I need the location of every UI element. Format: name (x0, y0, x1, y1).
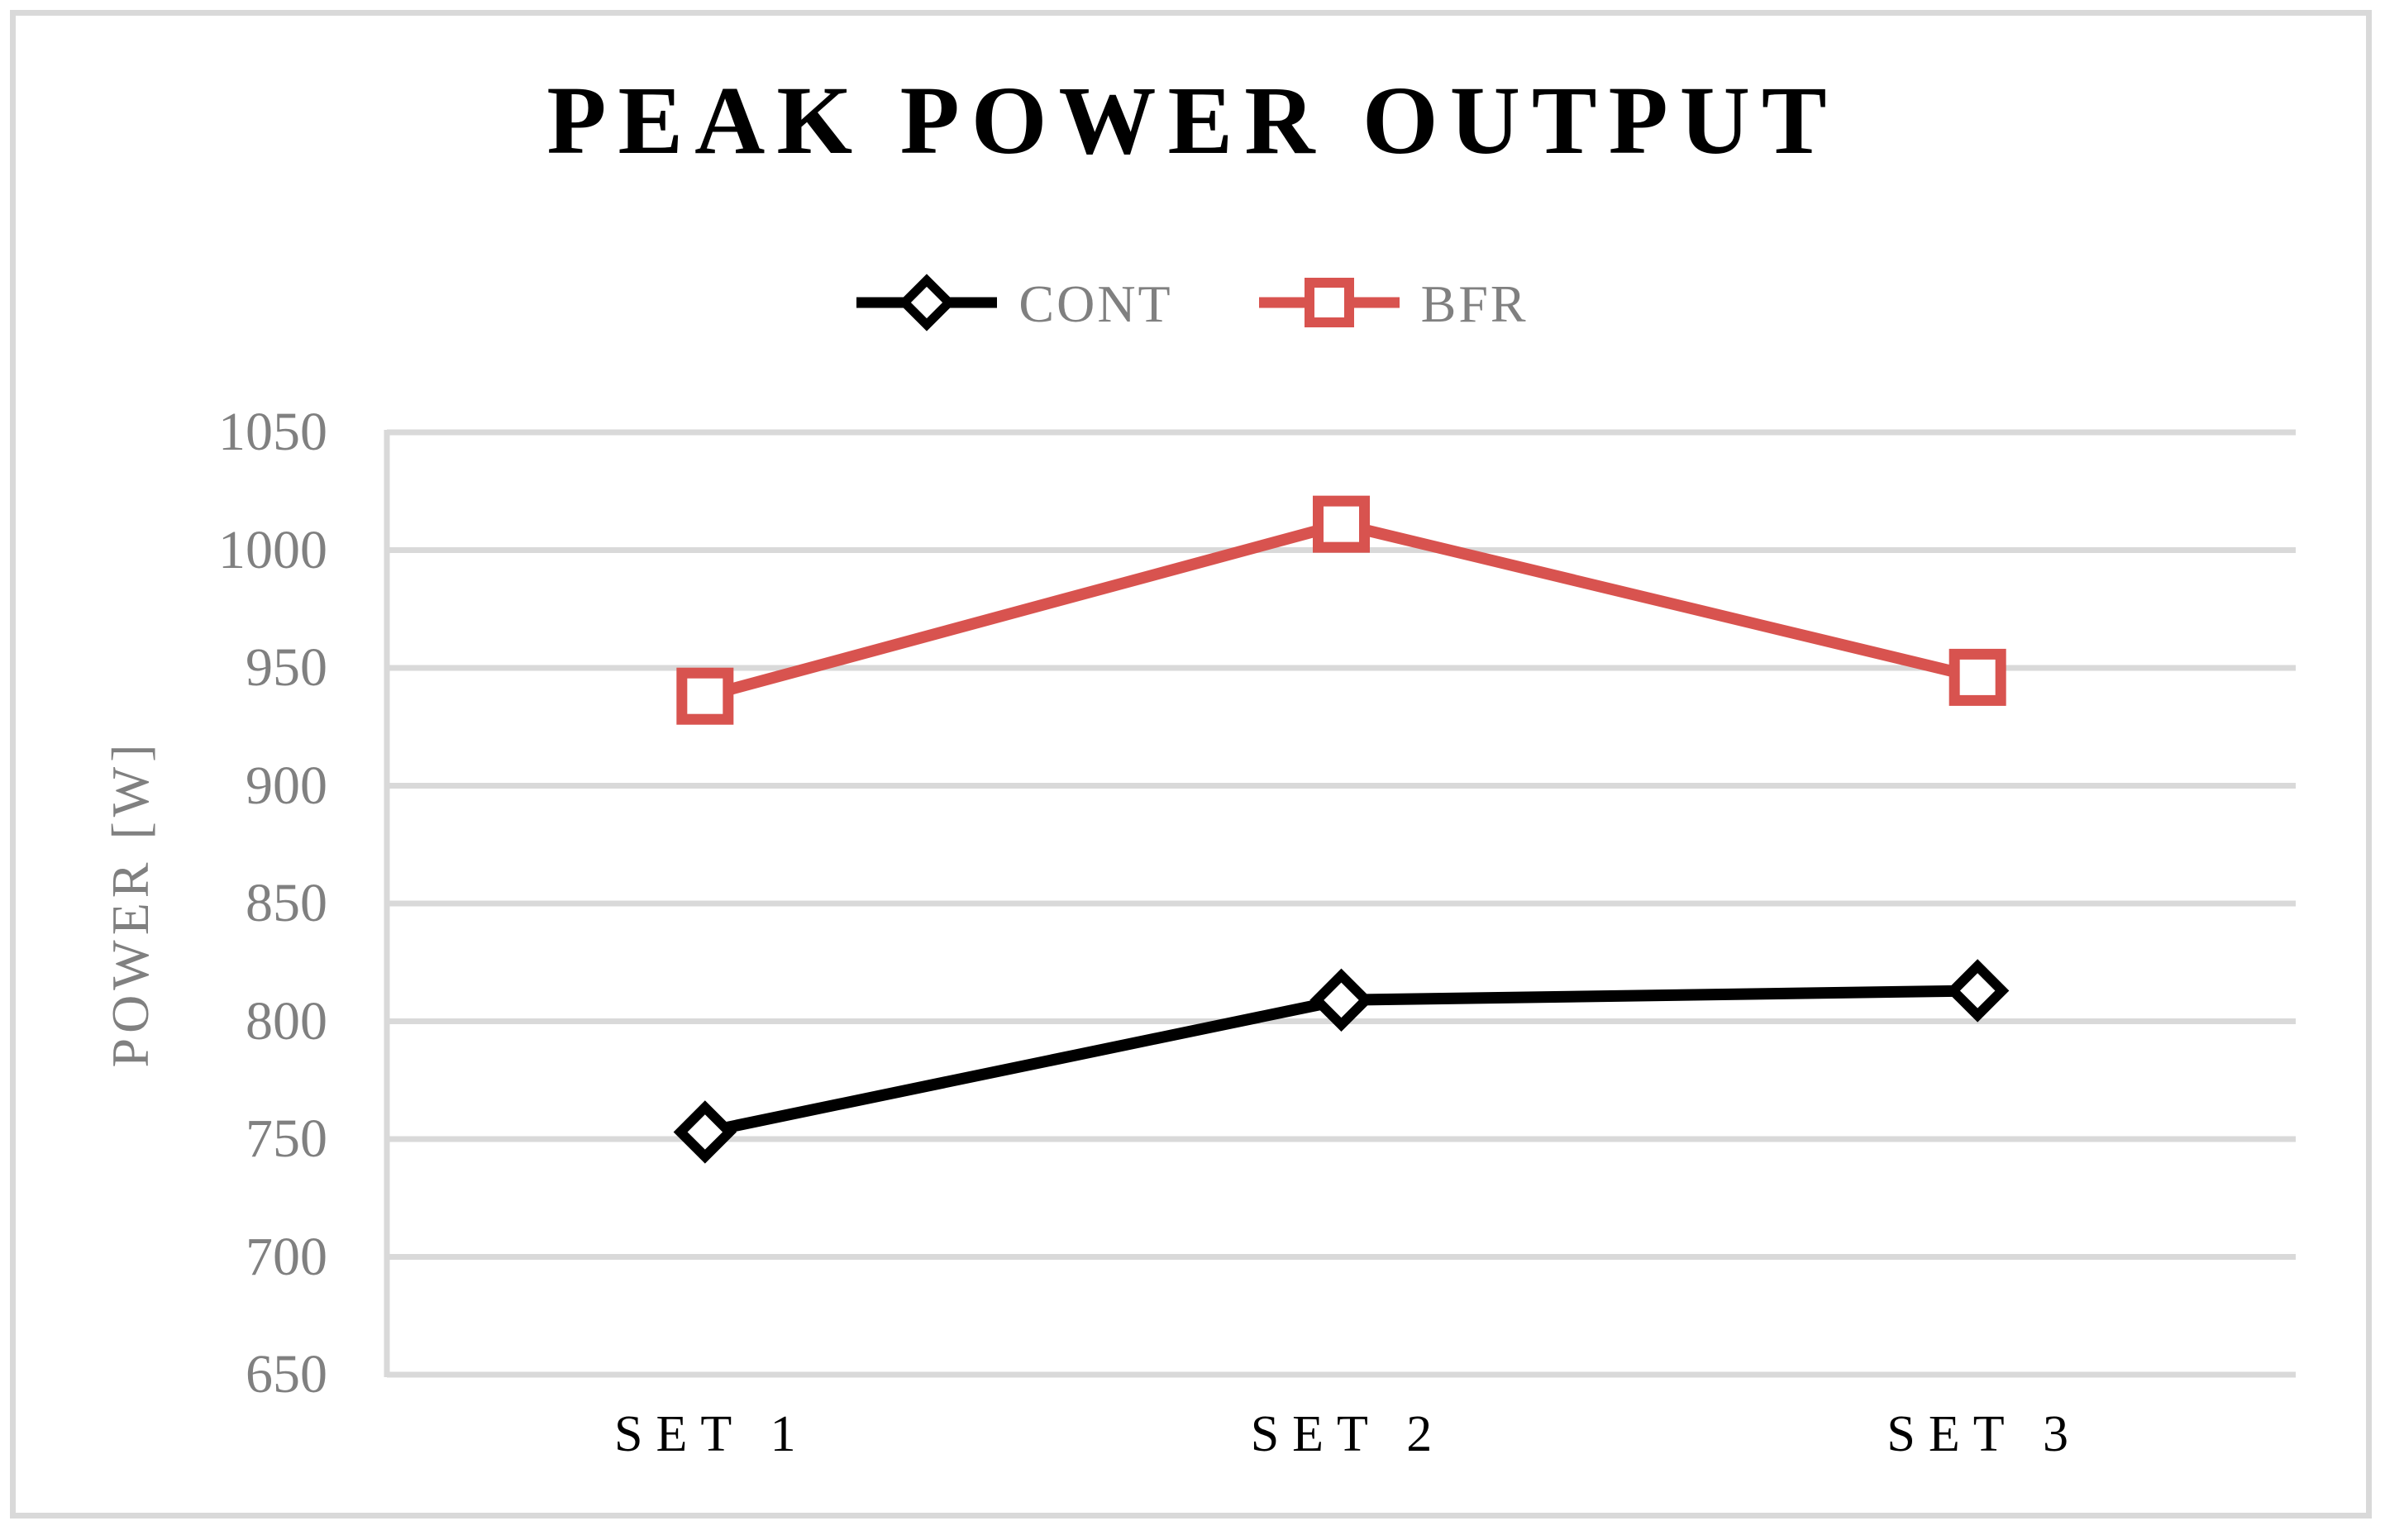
y-tick-label-800: 800 (246, 990, 327, 1051)
cont-line-diamond-icon (856, 274, 998, 331)
chart-title: PEAK POWER OUTPUT (546, 66, 1839, 174)
legend-label-bfr: BFR (1420, 274, 1529, 333)
bfr-line-square-icon (1258, 278, 1400, 327)
marker-cont-3 (1945, 959, 2010, 1023)
marker-cont-1 (673, 1100, 737, 1164)
legend-item-bfr: BFR (1258, 273, 1529, 333)
y-tick-label-750: 750 (246, 1109, 327, 1169)
y-tick-label-950: 950 (246, 637, 327, 698)
legend-label-cont: CONT (1018, 274, 1173, 333)
marker-bfr-1 (676, 667, 734, 725)
y-tick-label-850: 850 (246, 873, 327, 933)
marker-cont-2 (1309, 968, 1373, 1032)
x-category-label-1: SET 1 (614, 1406, 809, 1462)
x-category-label-2: SET 2 (1250, 1406, 1446, 1462)
y-tick-label-650: 650 (246, 1344, 327, 1404)
marker-bfr-2 (1313, 495, 1370, 553)
legend-item-cont: CONT (856, 273, 1172, 332)
x-category-label-3: SET 3 (1887, 1406, 2082, 1462)
y-tick-label-900: 900 (246, 755, 327, 816)
marker-bfr-3 (1949, 648, 2006, 706)
legend: CONT BFR (0, 273, 2385, 332)
y-tick-label-1050: 1050 (218, 402, 327, 462)
y-tick-label-1000: 1000 (218, 519, 327, 580)
y-tick-label-700: 700 (246, 1226, 327, 1287)
